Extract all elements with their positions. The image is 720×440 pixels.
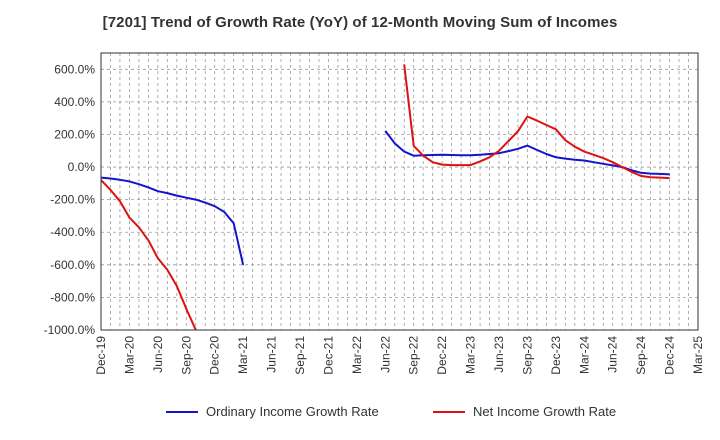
legend-item-ordinary: Ordinary Income Growth Rate bbox=[166, 404, 379, 419]
legend-swatch-net bbox=[433, 410, 465, 413]
x-tick-label: Mar-24 bbox=[577, 336, 591, 374]
legend-item-net: Net Income Growth Rate bbox=[433, 404, 616, 419]
x-tick-label: Jun-21 bbox=[265, 336, 279, 373]
net-income-line-segment bbox=[403, 64, 670, 180]
y-tick-label: -200.0% bbox=[50, 193, 95, 207]
ordinary-income-line-segment bbox=[101, 176, 245, 266]
x-tick-label: Dec-19 bbox=[94, 336, 108, 375]
x-tick-label: Jun-20 bbox=[151, 336, 165, 373]
x-tick-label: Sep-21 bbox=[293, 336, 307, 375]
series-lines bbox=[101, 64, 670, 330]
y-tick-label: 0.0% bbox=[68, 160, 96, 174]
x-tick-label: Dec-21 bbox=[321, 336, 335, 375]
legend-swatch-ordinary bbox=[166, 410, 198, 413]
x-axis-ticks: Dec-19 Mar-20 Jun-20 Sep-20 Dec-20 Mar-21 Jun-… bbox=[94, 336, 705, 375]
x-tick-label: Dec-22 bbox=[435, 336, 449, 375]
x-tick-label: Jun-24 bbox=[606, 336, 620, 373]
net-income-line-segment bbox=[101, 179, 197, 330]
gridlines bbox=[101, 53, 698, 331]
y-tick-label: -600.0% bbox=[50, 258, 95, 272]
x-tick-label: Sep-20 bbox=[179, 336, 193, 375]
y-tick-label: -400.0% bbox=[50, 225, 95, 239]
x-tick-label: Mar-25 bbox=[691, 336, 705, 374]
chart-legend: Ordinary Income Growth Rate Net Income G… bbox=[0, 404, 720, 424]
y-tick-label: -800.0% bbox=[50, 290, 95, 304]
x-tick-label: Mar-20 bbox=[122, 336, 136, 374]
y-tick-label: 600.0% bbox=[54, 62, 95, 76]
legend-label-ordinary: Ordinary Income Growth Rate bbox=[206, 404, 379, 419]
x-tick-label: Dec-23 bbox=[549, 336, 563, 375]
y-tick-label: 400.0% bbox=[54, 95, 95, 109]
x-tick-label: Mar-21 bbox=[236, 336, 250, 374]
legend-label-net: Net Income Growth Rate bbox=[473, 404, 617, 419]
y-tick-label: -1000.0% bbox=[44, 323, 96, 337]
x-tick-label: Sep-24 bbox=[634, 336, 648, 375]
y-axis-ticks: -1000.0% -800.0% -600.0% -400.0% -200.0% 0.0%… bbox=[44, 62, 96, 337]
plot-frame bbox=[100, 52, 699, 331]
x-tick-label: Jun-22 bbox=[378, 336, 392, 373]
chart-title: [7201] Trend of Growth Rate (YoY) of 12-… bbox=[102, 14, 618, 31]
y-tick-label: 200.0% bbox=[54, 127, 95, 141]
x-tick-label: Mar-22 bbox=[350, 336, 364, 374]
x-tick-label: Dec-20 bbox=[208, 336, 222, 375]
x-tick-label: Mar-23 bbox=[464, 336, 478, 374]
x-tick-label: Sep-23 bbox=[520, 336, 534, 375]
x-tick-label: Dec-24 bbox=[663, 336, 677, 375]
x-tick-label: Jun-23 bbox=[492, 336, 506, 373]
x-tick-label: Sep-22 bbox=[407, 336, 421, 375]
